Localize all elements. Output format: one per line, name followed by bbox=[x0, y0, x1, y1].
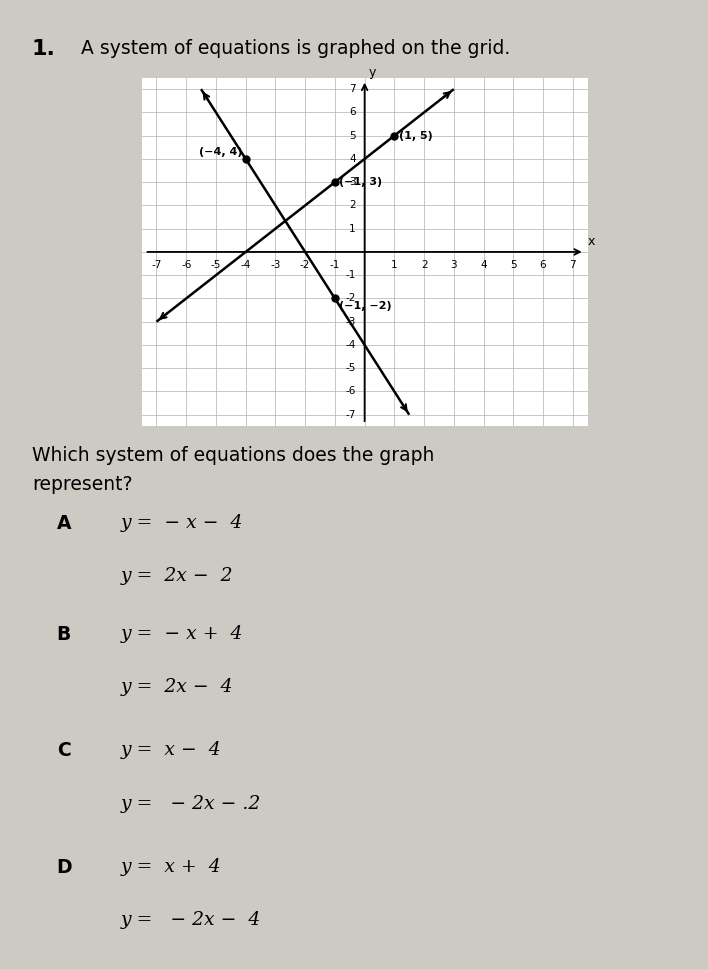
Text: (−4, 4): (−4, 4) bbox=[199, 146, 243, 157]
Text: y: y bbox=[369, 66, 377, 78]
Text: 2: 2 bbox=[349, 201, 355, 210]
Text: y =  x −  4: y = x − 4 bbox=[120, 741, 221, 760]
Text: -4: -4 bbox=[346, 340, 355, 350]
Text: 6: 6 bbox=[349, 108, 355, 117]
Text: (−1, −2): (−1, −2) bbox=[339, 300, 392, 311]
Text: x: x bbox=[588, 235, 595, 248]
Text: -7: -7 bbox=[152, 260, 161, 270]
Text: 2: 2 bbox=[421, 260, 428, 270]
Text: 1: 1 bbox=[391, 260, 398, 270]
Text: 1.: 1. bbox=[32, 39, 56, 59]
Text: 5: 5 bbox=[510, 260, 517, 270]
Text: -5: -5 bbox=[346, 363, 355, 373]
Text: -1: -1 bbox=[346, 270, 355, 280]
Text: A system of equations is graphed on the grid.: A system of equations is graphed on the … bbox=[81, 39, 510, 58]
Text: C: C bbox=[57, 741, 70, 761]
Text: 6: 6 bbox=[539, 260, 547, 270]
Text: A: A bbox=[57, 514, 71, 533]
Text: -6: -6 bbox=[181, 260, 191, 270]
Text: -3: -3 bbox=[270, 260, 280, 270]
Text: 3: 3 bbox=[349, 177, 355, 187]
Text: y =  2x −  2: y = 2x − 2 bbox=[120, 567, 233, 585]
Text: (1, 5): (1, 5) bbox=[399, 131, 433, 141]
Text: 3: 3 bbox=[450, 260, 457, 270]
Text: -4: -4 bbox=[241, 260, 251, 270]
Text: B: B bbox=[57, 625, 71, 644]
Text: -5: -5 bbox=[211, 260, 221, 270]
Text: 7: 7 bbox=[349, 84, 355, 94]
Text: Which system of equations does the graph: Which system of equations does the graph bbox=[32, 446, 434, 465]
Text: 4: 4 bbox=[480, 260, 487, 270]
Text: -7: -7 bbox=[346, 410, 355, 420]
Text: 7: 7 bbox=[569, 260, 576, 270]
Text: y =  2x −  4: y = 2x − 4 bbox=[120, 678, 233, 697]
Text: y =   − 2x −  4: y = − 2x − 4 bbox=[120, 911, 261, 929]
Text: -2: -2 bbox=[346, 294, 355, 303]
Text: 4: 4 bbox=[349, 154, 355, 164]
Text: 1: 1 bbox=[349, 224, 355, 234]
Text: -2: -2 bbox=[300, 260, 310, 270]
Text: -1: -1 bbox=[330, 260, 340, 270]
Text: y =   − 2x − .2: y = − 2x − .2 bbox=[120, 795, 261, 813]
Text: 5: 5 bbox=[349, 131, 355, 141]
Text: (−1, 3): (−1, 3) bbox=[339, 177, 382, 187]
Text: represent?: represent? bbox=[32, 475, 132, 494]
Text: -3: -3 bbox=[346, 317, 355, 327]
Text: y =  − x +  4: y = − x + 4 bbox=[120, 625, 243, 643]
Text: -6: -6 bbox=[346, 387, 355, 396]
Text: D: D bbox=[57, 858, 72, 877]
Text: y =  x +  4: y = x + 4 bbox=[120, 858, 221, 876]
Text: y =  − x −  4: y = − x − 4 bbox=[120, 514, 243, 532]
